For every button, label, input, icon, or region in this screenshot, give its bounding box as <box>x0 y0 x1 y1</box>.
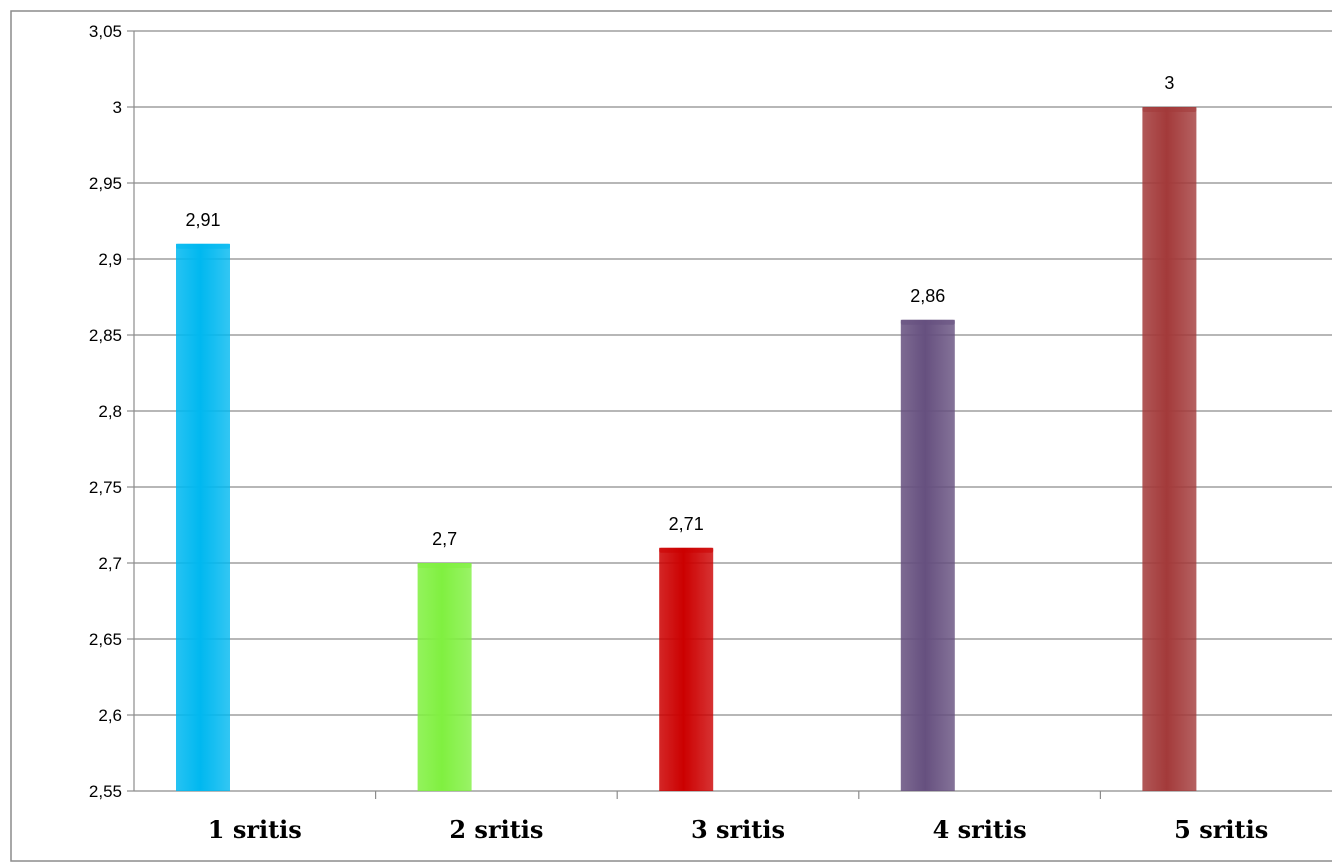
category-label-5-sritis: 5 sritis <box>1174 815 1268 844</box>
data-labels: 2,91 2,7 2,71 2,86 3 <box>185 73 1174 549</box>
bar-cap-1-sritis <box>176 243 230 249</box>
data-label-5-sritis: 3 <box>1164 73 1174 93</box>
y-tick-label: 2,9 <box>98 250 122 269</box>
data-label-3-sritis: 2,71 <box>669 514 704 534</box>
y-tick-label: 2,8 <box>98 402 122 421</box>
category-label-1-sritis: 1 sritis <box>208 815 302 844</box>
bars <box>176 107 1197 792</box>
y-tick-labels: 2,55 2,6 2,65 2,7 2,75 2,8 2,85 2,9 2,95 3 3,05 <box>89 22 122 801</box>
category-labels: 1 sritis 2 sritis 3 sritis 4 sritis 5 sritis <box>208 815 1268 844</box>
bar-1-sritis <box>176 243 230 792</box>
data-label-4-sritis: 2,86 <box>910 286 945 306</box>
chart-border <box>10 10 1332 862</box>
bar-cap-4-sritis <box>900 319 955 325</box>
category-label-2-sritis: 2 sritis <box>449 815 543 844</box>
y-tick-label: 2,95 <box>89 174 122 193</box>
category-label-4-sritis: 4 sritis <box>933 815 1027 844</box>
y-tick-label: 3 <box>113 98 122 117</box>
gridlines <box>134 30 1332 716</box>
data-label-1-sritis: 2,91 <box>185 210 220 230</box>
category-label-3-sritis: 3 sritis <box>691 815 785 844</box>
bar-4-sritis <box>900 319 955 791</box>
y-tick-label: 3,05 <box>89 22 122 41</box>
bar-cap-3-sritis <box>659 547 714 553</box>
y-tick-label: 2,85 <box>89 326 122 345</box>
axes <box>127 30 1332 799</box>
data-label-2-sritis: 2,7 <box>432 529 457 549</box>
bar-2-sritis <box>417 563 472 791</box>
y-tick-label: 2,7 <box>98 554 122 573</box>
bar-cap-5-sritis <box>1142 107 1197 112</box>
y-tick-label: 2,55 <box>89 782 122 801</box>
y-tick-label: 2,65 <box>89 630 122 649</box>
bar-3-sritis <box>659 547 714 791</box>
y-tick-label: 2,6 <box>98 706 122 725</box>
bar-cap-2-sritis <box>417 563 472 568</box>
bar-5-sritis <box>1142 107 1197 791</box>
y-tick-label: 2,75 <box>89 478 122 497</box>
